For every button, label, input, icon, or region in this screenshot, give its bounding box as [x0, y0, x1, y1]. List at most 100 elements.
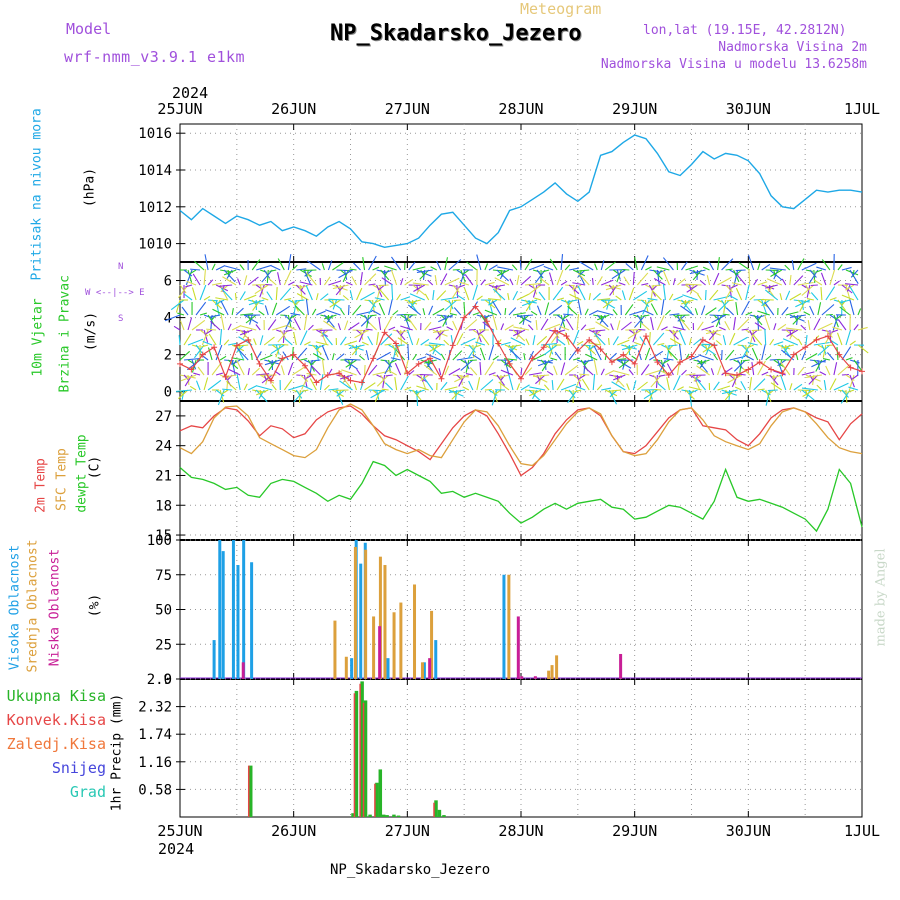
precip-bar: [368, 814, 372, 817]
wind-arrow: [304, 269, 313, 277]
wind-arrow: [575, 385, 586, 391]
wind-arrow: [516, 383, 521, 391]
wind-arrow: [536, 269, 544, 279]
precip-bar: [360, 681, 364, 817]
wind-arrow: [652, 332, 665, 346]
wind-arrow: [524, 389, 538, 392]
wind-arrow: [663, 357, 674, 361]
wind-arrow: [438, 368, 442, 376]
wind-arrow: [797, 281, 814, 286]
wind-arrow: [468, 380, 474, 391]
wind-arrow: [263, 336, 275, 346]
wind-arrow: [478, 329, 486, 335]
wind-speed-marker: [722, 370, 729, 377]
wind-arrow: [532, 389, 538, 400]
wind-arrow: [579, 373, 590, 376]
wind-arrow: [255, 324, 261, 331]
wind-arrow: [500, 323, 505, 331]
cloud-bar: [413, 584, 417, 679]
wind-arrow: [685, 283, 702, 286]
wind-speed-marker: [233, 342, 240, 349]
wind-compass-n: N: [118, 262, 124, 272]
wind-arrow: [829, 269, 836, 286]
wind-arrow: [385, 382, 394, 391]
wind-arrow: [370, 389, 385, 399]
wind-arrow: [458, 284, 466, 288]
wind-arrow: [215, 299, 220, 316]
wind-arrow: [459, 281, 470, 286]
wind-arrow: [826, 352, 835, 361]
wind-arrow: [207, 347, 213, 361]
wind-arrow: [208, 333, 217, 346]
wind-arrow: [331, 353, 335, 361]
wind-arrow: [376, 332, 379, 346]
wind-arrow: [332, 262, 344, 271]
wind-arrow: [175, 299, 181, 313]
x-tick-label-bottom: 26JUN: [271, 822, 316, 840]
wind-arrow: [404, 278, 414, 286]
x-tick-label-top: 26JUN: [271, 100, 316, 118]
wind-arrow: [523, 353, 526, 361]
wind-arrow: [378, 302, 386, 316]
wind-arrow: [444, 277, 460, 286]
wind-arrow: [446, 326, 454, 331]
wind-arrow: [500, 341, 511, 346]
wind-arrow: [733, 317, 736, 331]
wind-arrow: [816, 384, 823, 391]
lonlat-label: lon,lat (19.15E, 42.2812N): [643, 23, 847, 38]
wind-arrow: [697, 359, 710, 365]
wind-arrow: [513, 329, 526, 337]
wind-arrow: [656, 266, 670, 271]
cloud-bar: [250, 562, 254, 679]
wind-arrow: [339, 374, 353, 380]
wind-speed-marker: [177, 360, 183, 367]
wind-arrow: [239, 291, 246, 301]
wind-arrow: [424, 321, 432, 331]
wind-speed-marker: [449, 342, 456, 349]
wind-speed-marker: [859, 368, 865, 375]
wind-arrow: [560, 280, 568, 286]
wind-arrow: [299, 284, 303, 301]
wind-arrow: [181, 306, 189, 316]
wind-arrow: [529, 386, 546, 391]
wind-arrow: [757, 263, 761, 271]
wind-arrow: [235, 307, 244, 316]
wind-arrow: [678, 317, 690, 331]
wind-arrow: [717, 257, 720, 271]
wind-arrow: [845, 284, 855, 291]
precip-bar: [353, 693, 356, 817]
wind-speed-marker: [733, 372, 740, 379]
wind-arrow: [596, 384, 603, 391]
wind-arrow: [629, 309, 645, 316]
wind-speed-marker: [608, 359, 615, 366]
wind-arrow: [551, 379, 554, 391]
wind-arrow: [227, 323, 232, 331]
wind-arrow: [751, 362, 755, 376]
wind-speed-marker: [574, 347, 581, 354]
wind-arrow: [610, 323, 614, 331]
wind-arrow: [521, 299, 538, 307]
wind-arrow: [797, 366, 805, 376]
wind-arrow: [596, 276, 603, 286]
wind-arrow: [529, 389, 542, 397]
wind-speed-marker: [404, 370, 411, 377]
wind-arrow: [203, 269, 207, 286]
wind-arrow: [649, 350, 664, 361]
wind-arrow: [428, 342, 445, 346]
wind-arrow: [735, 386, 742, 391]
wind-arrow: [601, 279, 614, 286]
wind-speed-marker: [552, 327, 559, 334]
wind-arrow: [652, 374, 660, 384]
wind-arrow: [460, 359, 474, 371]
wind-arrow: [469, 367, 478, 376]
wind-arrow: [708, 260, 715, 271]
wind-arrow: [847, 389, 855, 393]
wind-arrow: [593, 329, 602, 338]
wind-arrow: [475, 341, 486, 346]
wind-arrow: [779, 293, 783, 301]
wind-arrow: [608, 389, 622, 392]
wind-arrow: [468, 344, 476, 353]
wind-arrow: [365, 350, 370, 361]
wind-arrow: [618, 282, 626, 286]
wind-arrow: [849, 299, 855, 316]
